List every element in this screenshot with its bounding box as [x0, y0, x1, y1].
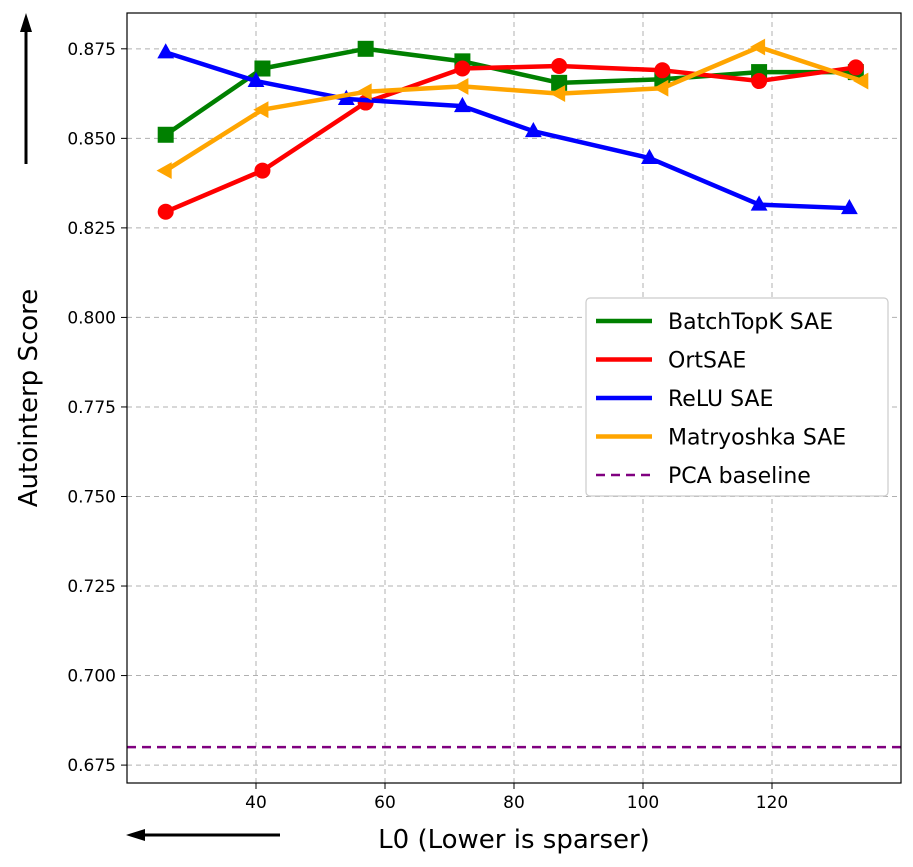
data-point — [357, 40, 374, 57]
legend-label: PCA baseline — [668, 464, 811, 489]
data-point — [157, 203, 174, 220]
y-axis-label: Autointerp Score — [14, 289, 44, 508]
x-tick-label: 80 — [503, 793, 525, 813]
data-point — [454, 60, 471, 77]
x-tick-label: 120 — [756, 793, 788, 813]
series-line — [164, 44, 864, 173]
y-tick-label: 0.750 — [67, 487, 116, 507]
data-point — [253, 101, 269, 119]
y-tick-label: 0.850 — [67, 129, 116, 149]
y-tick-label: 0.775 — [67, 398, 116, 418]
y-tick-label: 0.875 — [67, 40, 116, 60]
legend: BatchTopK SAE OrtSAE ReLU SAE Matryoshka SA… — [585, 297, 889, 497]
data-point — [751, 73, 768, 90]
data-point — [524, 121, 542, 138]
series-3 — [156, 38, 869, 179]
series-line — [164, 46, 856, 137]
up-arrow-icon — [20, 13, 32, 164]
legend-box — [585, 297, 889, 497]
legend-entry: ReLU SAE — [596, 387, 773, 412]
data-point — [654, 62, 671, 79]
data-point — [453, 78, 469, 95]
data-point — [254, 60, 271, 77]
series-line — [165, 50, 850, 211]
x-tick-label: 40 — [245, 793, 267, 813]
legend-entry: Matryoshka SAE — [596, 426, 846, 451]
grid — [127, 13, 901, 783]
data-point — [549, 85, 566, 102]
series-1 — [157, 58, 864, 220]
data-point — [551, 58, 568, 75]
data-point — [254, 162, 271, 179]
data-point — [641, 148, 658, 165]
data-point — [454, 96, 471, 113]
legend-label: OrtSAE — [668, 349, 746, 374]
data-point — [247, 71, 265, 88]
y-tick-label: 0.725 — [67, 577, 116, 597]
x-tick-label: 60 — [374, 793, 396, 813]
left-arrow-icon — [126, 829, 280, 841]
data-point — [750, 195, 768, 211]
series-2 — [157, 43, 858, 215]
x-axis-label: L0 (Lower is sparser) — [378, 825, 650, 855]
data-point — [853, 72, 869, 90]
legend-label: Matryoshka SAE — [668, 426, 846, 451]
legend-label: ReLU SAE — [668, 387, 773, 412]
data-point — [841, 198, 858, 215]
data-point — [356, 83, 372, 101]
legend-entry: OrtSAE — [596, 349, 746, 374]
tick-layer: 40 60 80 100 120 0.675 0.700 0.725 0.750 0.775 0.8… — [67, 40, 788, 813]
legend-label: BatchTopK SAE — [668, 310, 833, 335]
legend-entry: BatchTopK SAE — [596, 310, 833, 335]
data-point — [157, 43, 175, 59]
y-tick-label: 0.675 — [67, 756, 116, 776]
series-layer — [156, 38, 869, 220]
data-point — [156, 162, 172, 179]
y-tick-label: 0.825 — [67, 219, 116, 239]
data-point — [653, 79, 669, 97]
legend-items: BatchTopK SAE OrtSAE ReLU SAE Matryoshka SA… — [596, 310, 846, 489]
data-point — [749, 38, 766, 56]
y-tick-label: 0.800 — [67, 308, 116, 328]
legend-entry: PCA baseline — [596, 464, 811, 489]
data-point — [847, 59, 864, 76]
data-point — [157, 126, 174, 143]
series-line — [164, 63, 857, 214]
x-tick-label: 100 — [627, 793, 659, 813]
y-tick-label: 0.700 — [67, 667, 116, 687]
